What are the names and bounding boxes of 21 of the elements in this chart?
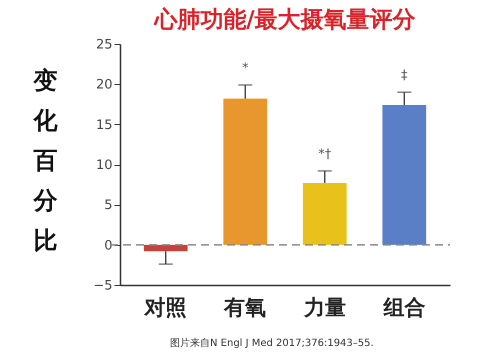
x-tick-label: 组合 [382, 296, 426, 320]
y-tick-label: 15 [96, 118, 112, 133]
y-axis-title: 变化百分比 [32, 66, 58, 254]
text: 图片来自N Engl J Med 2017;376:1943–55. [170, 336, 374, 350]
bar [223, 98, 268, 245]
y-tick-label: 20 [96, 78, 112, 93]
y-tick-label: 10 [96, 158, 112, 173]
x-tick-label: 力量 [302, 296, 346, 320]
y-tick-label: 5 [104, 198, 112, 214]
bar [382, 105, 426, 245]
x-tick-label: 对照 [144, 296, 187, 320]
bar [144, 244, 188, 252]
annotation: * [242, 60, 249, 76]
y-tick-label: −5 [93, 278, 112, 294]
annotation: *† [318, 146, 332, 162]
x-tick-label: 有氧 [223, 296, 266, 320]
annotation: ‡ [401, 68, 408, 84]
y-tick-label: 0 [104, 238, 112, 254]
bar [302, 182, 347, 245]
y-tick-label: 25 [96, 38, 112, 52]
chart-title: 心肺功能/最大摄氧量评分 [153, 6, 417, 33]
